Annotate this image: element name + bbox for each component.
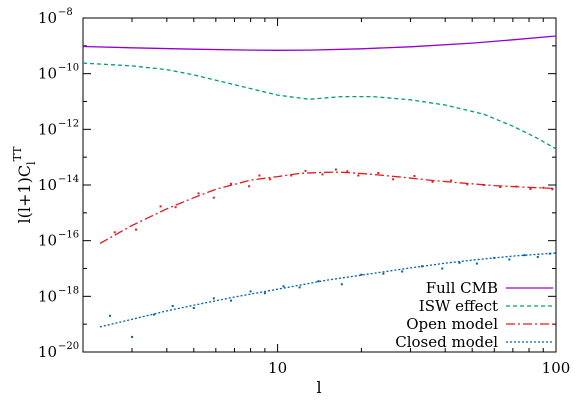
- series-line-isw-effect: [83, 62, 556, 150]
- scatter-point: [401, 270, 404, 273]
- scatter-point: [109, 314, 111, 317]
- scatter-point: [282, 285, 285, 288]
- scatter-point: [249, 290, 252, 293]
- scatter-point: [334, 168, 337, 171]
- series-line-full-cmb: [83, 35, 556, 51]
- scatter-point: [523, 254, 526, 257]
- scatter-point: [174, 206, 177, 209]
- scatter-point: [377, 172, 380, 174]
- legend-label: Open model: [406, 315, 498, 333]
- x-tick-label: 100: [542, 359, 571, 377]
- scatter-point: [298, 286, 301, 289]
- scatter-point: [197, 192, 200, 195]
- scatter-point: [135, 228, 137, 231]
- scatter-point: [321, 173, 324, 176]
- y-tick-label: 10: [38, 120, 57, 138]
- scatter-point: [113, 231, 116, 234]
- scatter-point: [159, 205, 162, 208]
- scatter-point: [131, 335, 133, 338]
- y-tick-label: 10: [38, 287, 57, 305]
- y-tick-exponent: −14: [58, 174, 79, 185]
- y-tick-label: 10: [38, 176, 57, 194]
- scatter-point: [212, 196, 215, 199]
- y-tick-label: 10: [38, 343, 57, 361]
- y-tick-exponent: −8: [58, 7, 73, 18]
- scatter-point: [230, 182, 232, 185]
- scatter-point: [493, 256, 496, 259]
- scatter-point: [258, 174, 261, 177]
- scatter-point: [441, 267, 444, 270]
- scatter-point: [515, 185, 518, 188]
- scatter-point: [548, 252, 551, 255]
- scatter-point: [392, 178, 395, 181]
- scatter-point: [269, 178, 272, 181]
- scatter-point: [536, 255, 539, 258]
- scatter-point: [263, 292, 266, 295]
- y-tick-label: 10: [38, 9, 57, 27]
- y-axis-label-sup: TT: [11, 146, 24, 162]
- scatter-point: [153, 313, 156, 316]
- scatter-point: [230, 299, 232, 302]
- y-tick-label: 10: [38, 65, 57, 83]
- scatter-point: [340, 283, 343, 286]
- y-tick-exponent: −16: [58, 230, 79, 241]
- scatter-point: [212, 297, 215, 300]
- scatter-point: [360, 273, 363, 276]
- scatter-point: [171, 305, 174, 307]
- y-tick-exponent: −18: [58, 285, 79, 296]
- scatter-point: [450, 179, 453, 182]
- scatter-point: [431, 180, 434, 183]
- scatter-point: [508, 258, 511, 261]
- scatter-point: [192, 307, 195, 309]
- y-tick-exponent: −20: [58, 341, 79, 352]
- x-axis-label: l: [316, 378, 321, 397]
- scatter-point: [421, 265, 423, 268]
- scatter-point: [542, 186, 545, 189]
- series-layer: [83, 35, 556, 338]
- scatter-point: [475, 262, 478, 265]
- scatter-point: [413, 175, 416, 177]
- scatter-point: [317, 280, 320, 283]
- y-tick-exponent: −10: [58, 63, 79, 74]
- scatter-point: [551, 188, 554, 191]
- scatter-point: [346, 170, 349, 173]
- scatter-point: [499, 186, 502, 188]
- series-line-open-model: [99, 171, 556, 244]
- scatter-point: [466, 183, 469, 186]
- y-axis-label-base: l(l+1)C: [15, 165, 34, 224]
- legend-label: ISW effect: [419, 297, 498, 315]
- scatter-point: [304, 169, 307, 172]
- scatter-point: [458, 261, 461, 264]
- y-axis-label-sub: l: [25, 161, 38, 165]
- legend-label: Closed model: [395, 333, 498, 351]
- x-tick-label: 10: [268, 359, 287, 377]
- y-tick-label: 10: [38, 232, 57, 250]
- scatter-point: [248, 185, 251, 188]
- y-axis-label: l(l+1)ClTT: [11, 146, 38, 224]
- scatter-point: [382, 272, 385, 275]
- scatter-point: [357, 174, 360, 177]
- scatter-point: [290, 174, 293, 177]
- scatter-point: [529, 188, 532, 190]
- series-line-closed-model: [99, 252, 556, 328]
- scatter-point: [482, 184, 485, 186]
- legend-label: Full CMB: [426, 279, 498, 297]
- y-tick-exponent: −12: [58, 118, 79, 129]
